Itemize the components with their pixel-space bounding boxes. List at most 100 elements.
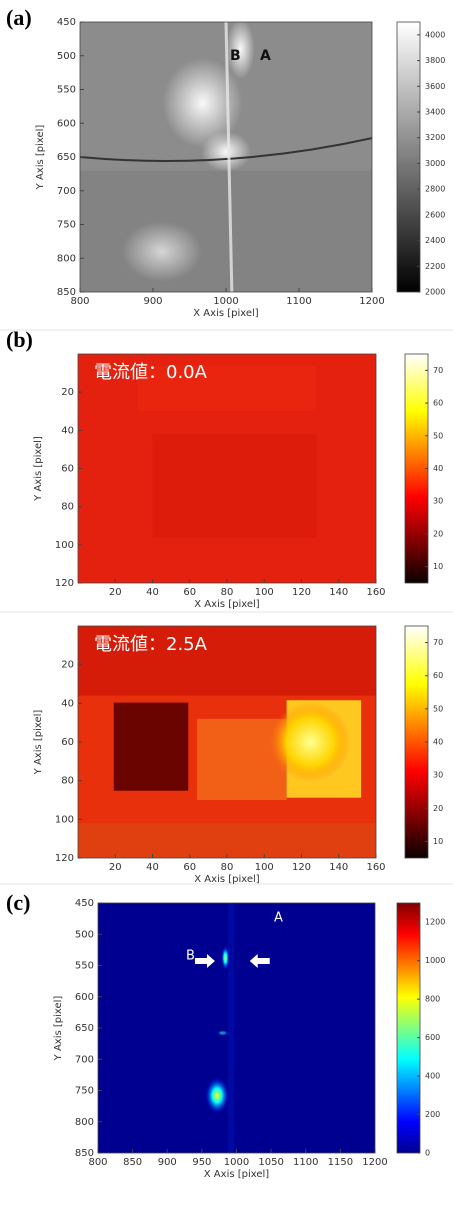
y-tick-label: 80	[61, 502, 74, 513]
image-glow	[221, 946, 230, 970]
y-tick-label: 80	[61, 776, 74, 787]
x-tick-label: 80	[221, 862, 234, 873]
colorbar-tick-label: 40	[433, 738, 443, 747]
y-tick-label: 550	[57, 85, 76, 96]
x-tick-label: 850	[123, 1157, 142, 1168]
colorbar	[404, 353, 429, 584]
colorbar	[396, 21, 421, 293]
arrow	[249, 954, 270, 968]
x-tick-label: 140	[329, 862, 348, 873]
image-glow	[162, 58, 243, 148]
x-tick-label: 80	[221, 587, 234, 598]
colorbar-tick-label: 3000	[425, 159, 445, 168]
x-tick-label: 60	[183, 862, 196, 873]
annotation: B	[230, 48, 241, 64]
annotation: 電流値：0.0A	[94, 362, 208, 383]
x-axis-label: X Axis [pixel]	[194, 874, 260, 885]
colorbar-tick-label: 60	[433, 671, 443, 680]
y-tick-label: 700	[57, 186, 76, 197]
y-tick-label: 100	[55, 540, 74, 551]
colorbar-tick-label: 2800	[425, 185, 445, 194]
image-glow	[216, 1030, 229, 1036]
colorbar-tick-label: 2000	[425, 288, 445, 297]
x-tick-label: 160	[366, 862, 385, 873]
x-axis-label: X Axis [pixel]	[194, 599, 260, 610]
y-tick-label: 850	[75, 1148, 94, 1159]
y-tick-label: 550	[75, 961, 94, 972]
y-tick-label: 500	[57, 51, 76, 62]
y-tick-label: 750	[75, 1086, 94, 1097]
colorbar-tick-label: 3200	[425, 133, 445, 142]
x-tick-label: 900	[143, 296, 162, 307]
image	[78, 354, 376, 583]
colorbar-tick-label: 2400	[425, 236, 445, 245]
x-tick-label: 950	[192, 1157, 211, 1168]
image-glow	[201, 131, 251, 172]
x-axis-label: X Axis [pixel]	[193, 308, 259, 319]
colorbar-tick-label: 4000	[425, 30, 445, 39]
y-tick-label: 100	[55, 814, 74, 825]
x-tick-label: 60	[183, 587, 196, 598]
y-tick-label: 650	[75, 1023, 94, 1034]
y-tick-label: 800	[57, 253, 76, 264]
image-background	[98, 903, 375, 1153]
image-crack	[80, 137, 372, 162]
y-tick-label: 750	[57, 220, 76, 231]
y-tick-label: 120	[55, 853, 74, 864]
colorbar-tick-label: 10	[433, 837, 443, 846]
image-panel: 20 40 60 80 100 120 140 160 20 40 60 80 100 120 X Axis…	[33, 625, 443, 885]
image-glow	[121, 221, 202, 282]
x-tick-label: 1150	[328, 1157, 353, 1168]
image-shade	[137, 365, 317, 412]
colorbar-tick-label: 30	[433, 771, 443, 780]
y-tick-label: 60	[61, 737, 74, 748]
x-tick-label: 100	[255, 862, 274, 873]
x-tick-label: 1200	[362, 1157, 387, 1168]
x-tick-label: 1000	[213, 296, 238, 307]
y-tick-label: 20	[61, 387, 74, 398]
colorbar-tick-label: 3800	[425, 56, 445, 65]
y-axis-label: Y Axis [pixel]	[35, 125, 46, 191]
x-tick-label: 40	[146, 587, 159, 598]
colorbar-tick-label: 70	[433, 638, 443, 647]
y-axis-label: Y Axis [pixel]	[33, 710, 44, 776]
colorbar-tick-label: 50	[433, 431, 443, 440]
image-glow	[226, 22, 255, 79]
image-shade	[152, 434, 317, 538]
colorbar-tick-label: 3600	[425, 82, 445, 91]
y-tick-label: 650	[57, 152, 76, 163]
x-axis-label: X Axis [pixel]	[204, 1169, 270, 1180]
annotation: 電流値：2.5A	[94, 634, 208, 655]
colorbar	[396, 902, 421, 1154]
image-glow	[205, 1077, 230, 1114]
x-tick-label: 20	[109, 862, 122, 873]
colorbar-tick-label: 20	[433, 804, 443, 813]
y-tick-label: 800	[75, 1117, 94, 1128]
colorbar-tick-label: 3400	[425, 108, 445, 117]
annotation: B	[186, 949, 195, 964]
colorbar-tick-label: 400	[425, 1072, 440, 1081]
x-tick-label: 20	[109, 587, 122, 598]
colorbar-tick-label: 600	[425, 1033, 440, 1042]
colorbar-tick-label: 20	[433, 529, 443, 538]
y-tick-label: 20	[61, 660, 74, 671]
colorbar-tick-label: 40	[433, 464, 443, 473]
x-tick-label: 1000	[224, 1157, 249, 1168]
image	[78, 626, 376, 858]
y-tick-label: 40	[61, 425, 74, 436]
colorbar-tick-label: 10	[433, 562, 443, 571]
panel-label: (b)	[6, 327, 33, 352]
colorbar-tick-label: 0	[425, 1149, 430, 1158]
image-shade	[80, 170, 372, 292]
image-panel: 800 900 1000 1100 1200 450 500 550 600 650 700 750 8…	[35, 17, 445, 319]
y-tick-label: 120	[55, 578, 74, 589]
image-panel: 800 850 900 950 1000 1050 1100 1150 120045050055…	[53, 898, 445, 1180]
colorbar-tick-label: 70	[433, 366, 443, 375]
image-crack	[224, 22, 234, 292]
colorbar-tick-label: 50	[433, 704, 443, 713]
colorbar-tick-label: 200	[425, 1110, 440, 1119]
colorbar-tick-label: 2600	[425, 210, 445, 219]
x-tick-label: 100	[255, 587, 274, 598]
image-shade	[78, 823, 376, 858]
